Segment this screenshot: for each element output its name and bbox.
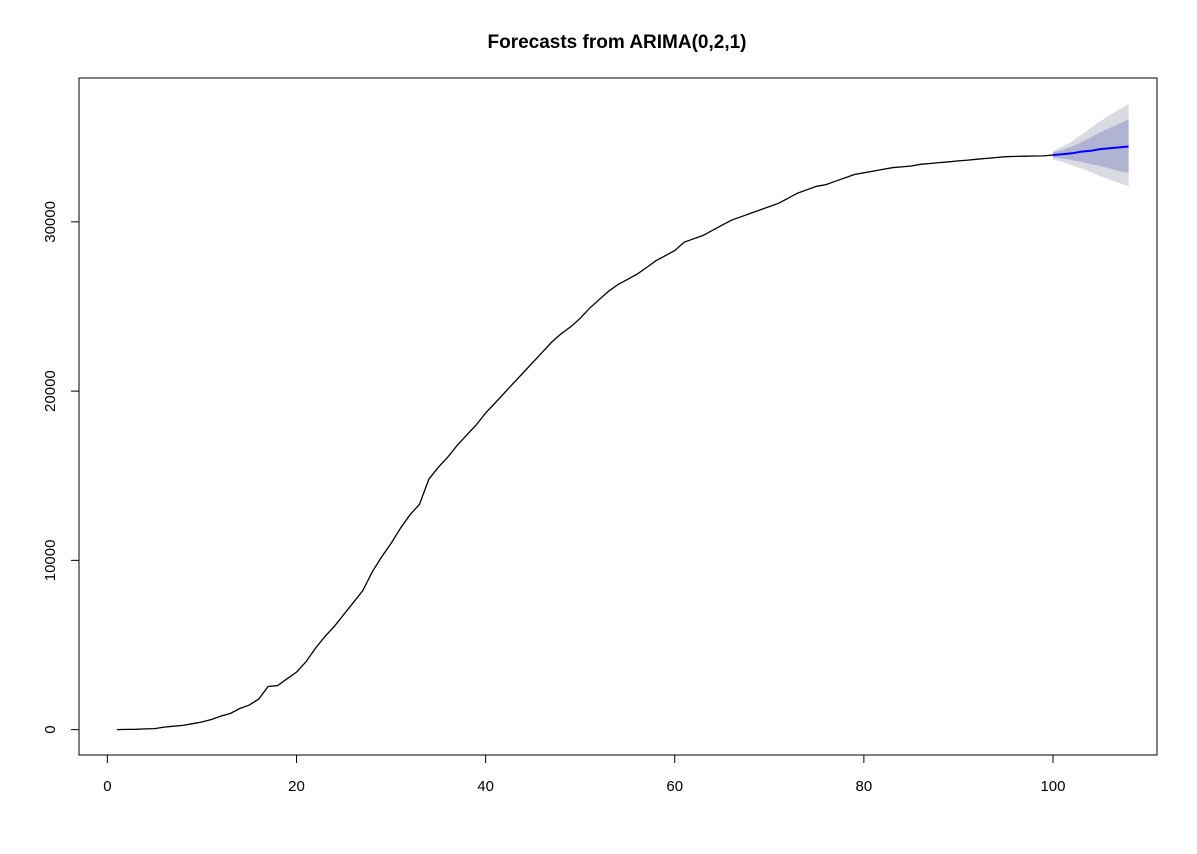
history-line [116,154,1054,731]
x-tick-label: 40 [477,778,494,795]
confidence-band-80 [1053,119,1129,173]
y-tick-label: 30000 [42,201,59,243]
x-tick-label: 60 [666,778,683,795]
y-tick-label: 0 [42,725,59,733]
chart-title: Forecasts from ARIMA(0,2,1) [487,32,746,53]
series-lines [116,145,1129,731]
y-axis: 0 10000 20000 30000 [42,201,80,734]
confidence-bands [1053,104,1129,187]
forecast-mean-line [1052,145,1129,156]
y-tick-label: 10000 [42,540,59,582]
plot-frame [78,77,1158,756]
y-tick-label: 20000 [42,370,59,412]
x-tick-label: 80 [856,778,873,795]
x-tick-label: 0 [103,778,111,795]
x-axis: 0 20 40 60 80 100 [103,754,1065,795]
x-tick-label: 20 [288,778,305,795]
x-tick-label: 100 [1040,778,1065,795]
